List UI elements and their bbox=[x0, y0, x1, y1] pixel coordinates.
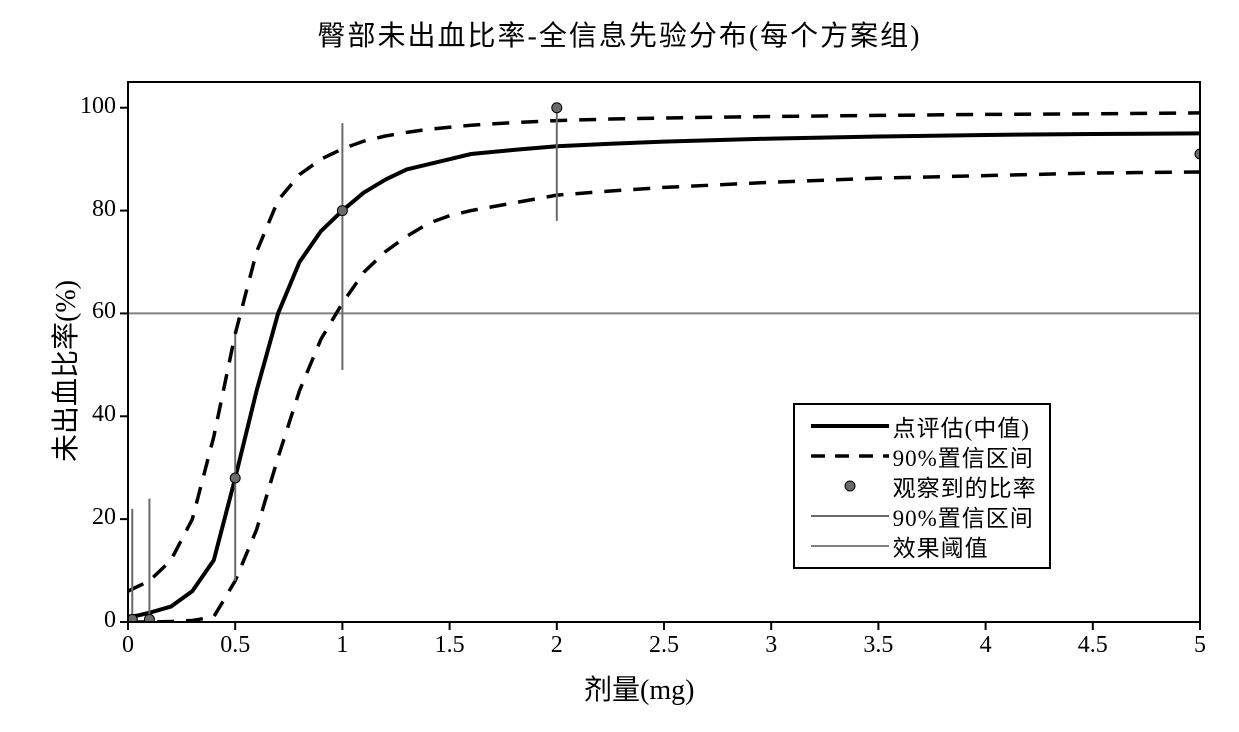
x-tick-label: 5 bbox=[1170, 632, 1230, 659]
x-tick-label: 2.5 bbox=[634, 632, 694, 659]
legend-label: 90%置信区间 bbox=[893, 439, 1034, 473]
y-tick-label: 100 bbox=[80, 93, 116, 120]
x-tick-label: 3.5 bbox=[848, 632, 908, 659]
y-tick-label: 20 bbox=[92, 504, 116, 531]
legend-swatch bbox=[807, 412, 893, 440]
x-axis-label: 剂量(mg) bbox=[584, 668, 694, 708]
legend-label: 效果阈值 bbox=[893, 529, 989, 563]
legend-row: 效果阈值 bbox=[807, 531, 1037, 561]
legend: 点评估(中值)90%置信区间观察到的比率90%置信区间效果阈值 bbox=[793, 403, 1051, 569]
chart-container: { "figure": { "type": "line", "width_px"… bbox=[0, 0, 1239, 732]
legend-row: 90%置信区间 bbox=[807, 441, 1037, 471]
legend-swatch bbox=[807, 532, 893, 560]
x-tick-label: 1 bbox=[312, 632, 372, 659]
x-tick-label: 0.5 bbox=[205, 632, 265, 659]
y-tick-label: 0 bbox=[104, 607, 116, 634]
legend-label: 90%置信区间 bbox=[893, 499, 1034, 533]
legend-row: 观察到的比率 bbox=[807, 471, 1037, 501]
y-tick-label: 40 bbox=[92, 401, 116, 428]
legend-swatch bbox=[807, 442, 893, 470]
y-tick-label: 80 bbox=[92, 196, 116, 223]
legend-label: 观察到的比率 bbox=[893, 469, 1037, 503]
legend-swatch bbox=[807, 502, 893, 530]
legend-row: 90%置信区间 bbox=[807, 501, 1037, 531]
legend-label: 点评估(中值) bbox=[893, 409, 1030, 443]
y-axis-label: 未出血比率(%) bbox=[44, 280, 84, 462]
legend-row: 点评估(中值) bbox=[807, 411, 1037, 441]
chart-plot-svg bbox=[0, 0, 1239, 732]
x-tick-label: 3 bbox=[741, 632, 801, 659]
x-tick-label: 2 bbox=[527, 632, 587, 659]
x-tick-label: 0 bbox=[98, 632, 158, 659]
x-tick-label: 1.5 bbox=[420, 632, 480, 659]
x-tick-label: 4.5 bbox=[1063, 632, 1123, 659]
observed-point bbox=[337, 206, 347, 216]
y-tick-label: 60 bbox=[92, 298, 116, 325]
x-tick-label: 4 bbox=[956, 632, 1016, 659]
observed-point bbox=[552, 103, 562, 113]
observed-point bbox=[230, 473, 240, 483]
legend-swatch bbox=[807, 472, 893, 500]
